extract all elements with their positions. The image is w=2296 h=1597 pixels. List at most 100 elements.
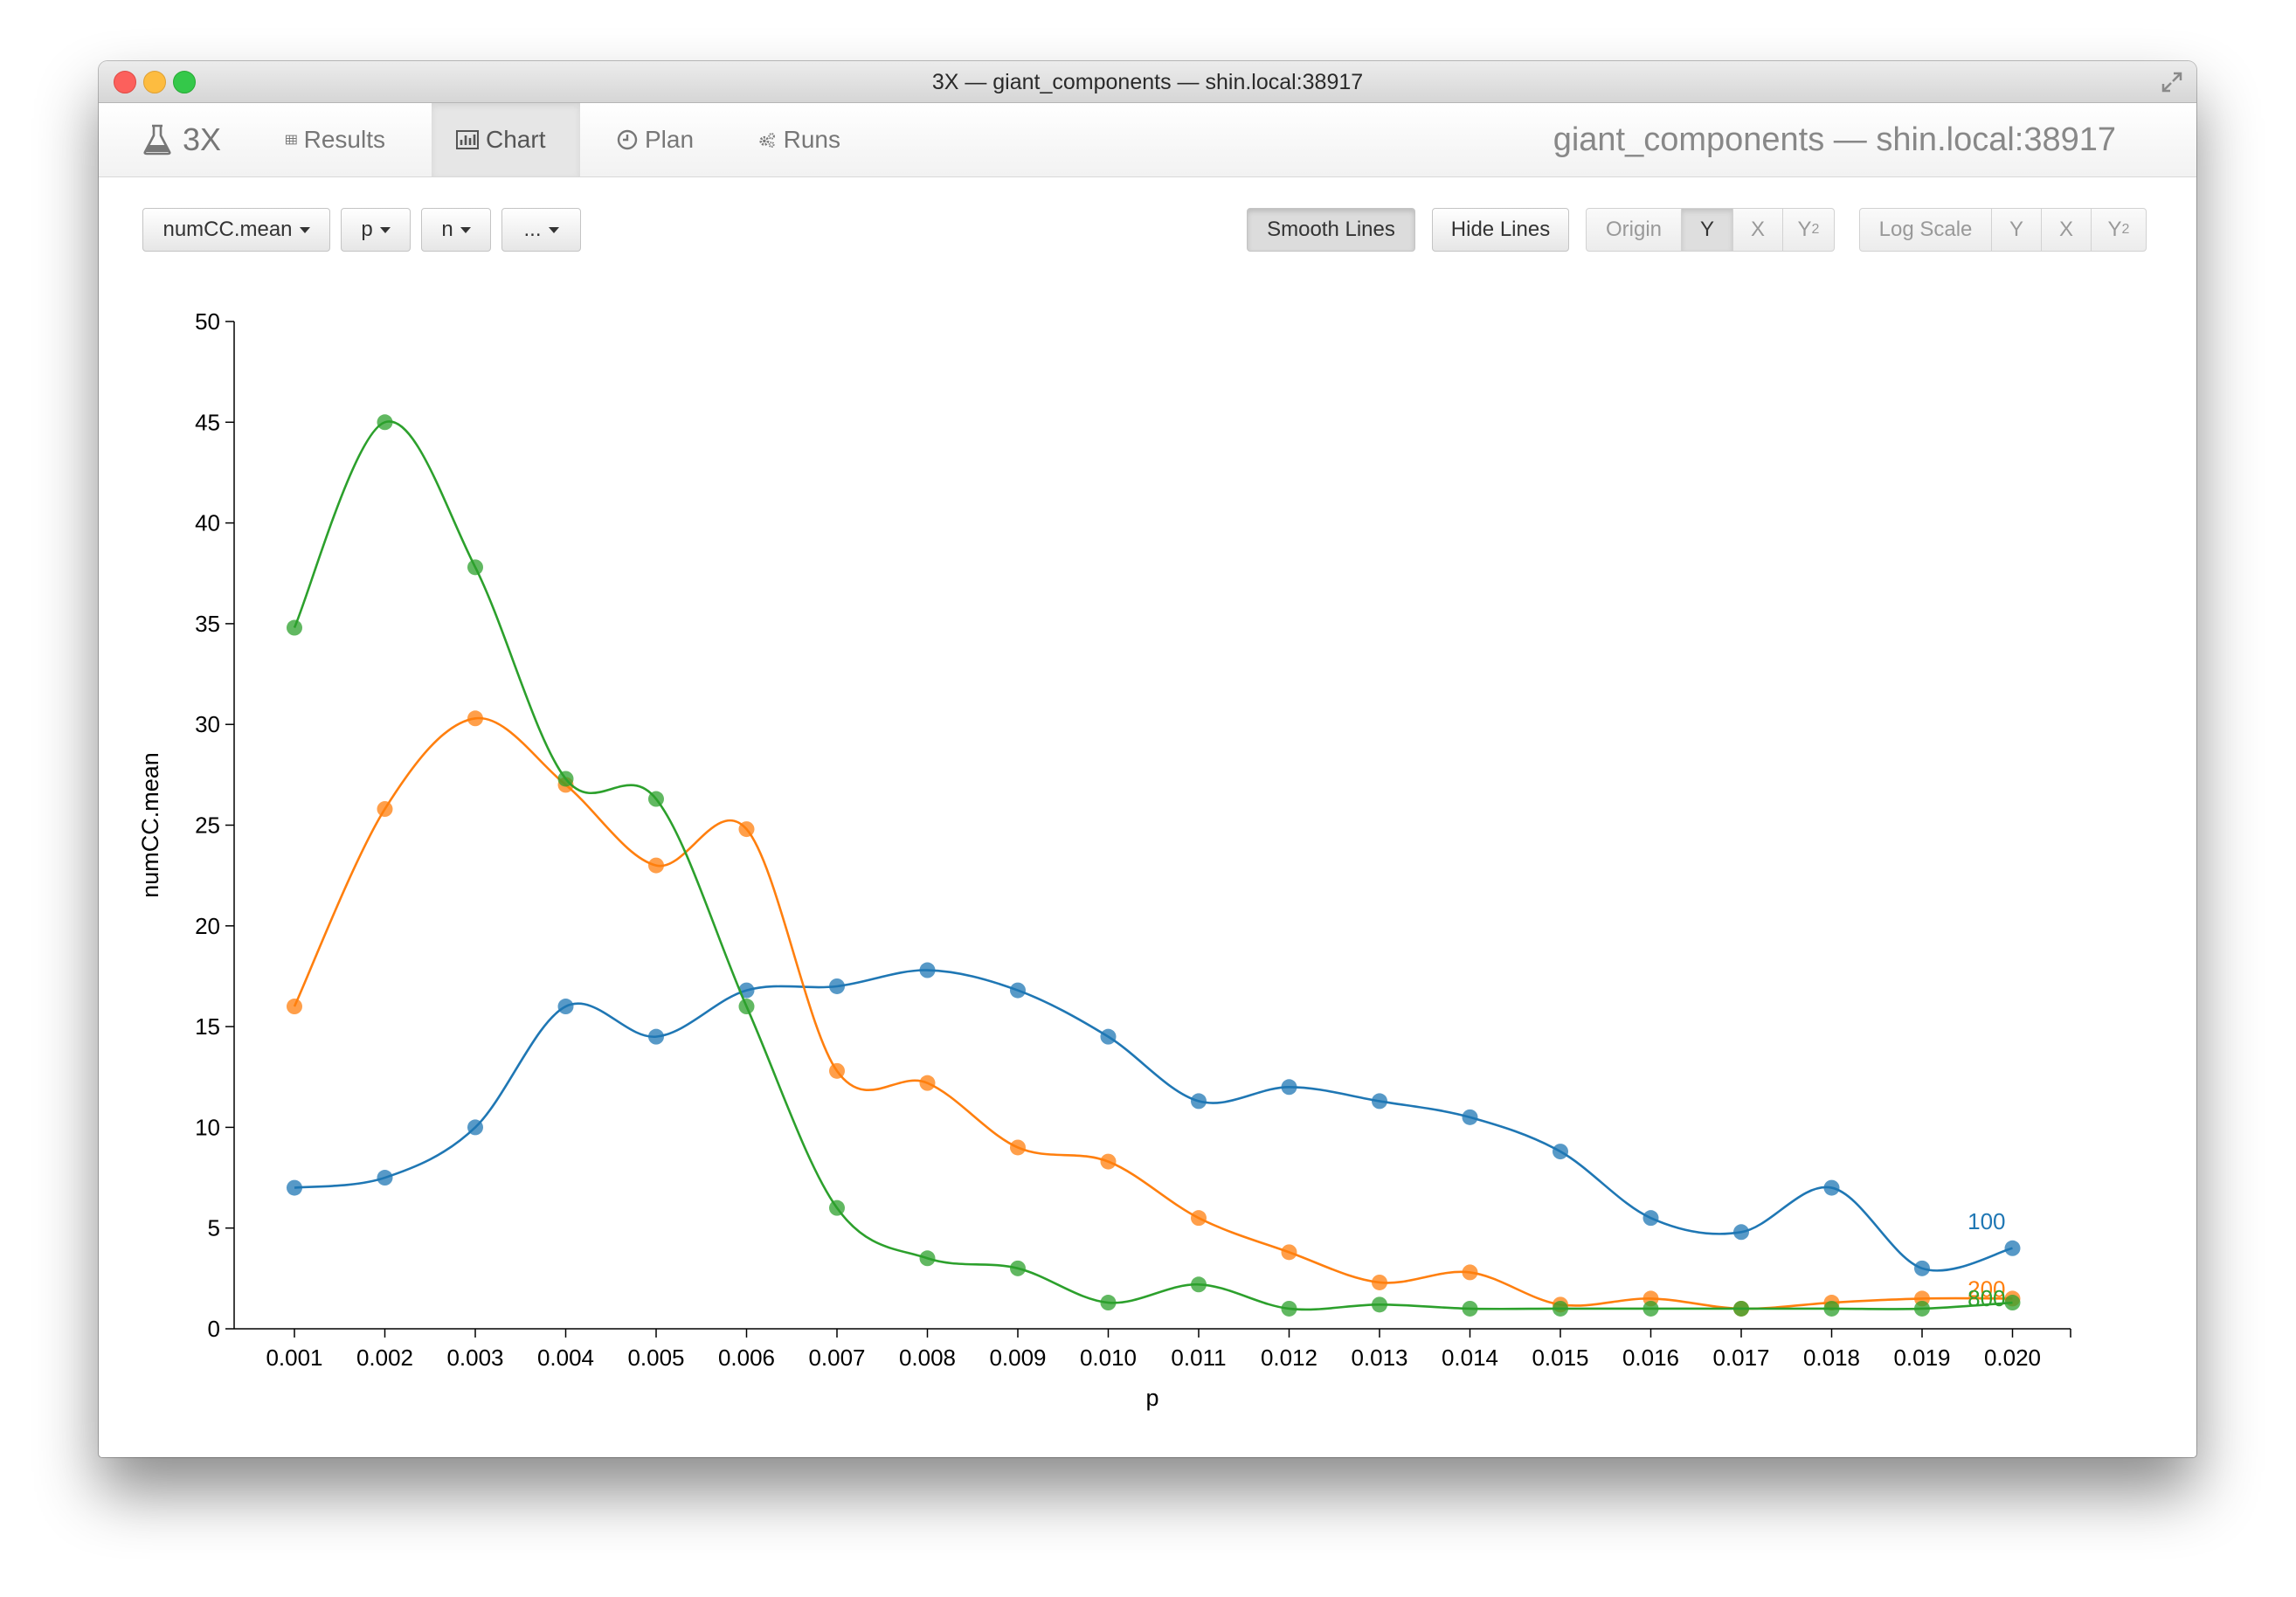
y-tick-label: 20: [195, 913, 220, 939]
y-tick-label: 0: [208, 1316, 220, 1342]
x-tick-label: 0.007: [808, 1345, 865, 1371]
title-bar: 3X — giant_components — shin.local:38917: [99, 61, 2196, 103]
series-line: [293, 420, 2013, 1311]
tab-label: Results: [303, 126, 385, 153]
log-scale-label-button[interactable]: Log Scale: [1859, 208, 1992, 252]
x-tick-label: 0.005: [627, 1345, 684, 1371]
data-point: [738, 982, 755, 999]
y-tick-label: 10: [195, 1114, 220, 1140]
x-tick-label: 0.017: [1712, 1345, 1769, 1371]
axis-label: Y: [1699, 218, 1714, 241]
tab-label: Runs: [783, 126, 840, 153]
series-100: 100: [287, 962, 2021, 1276]
x-tick-label: 0.003: [446, 1345, 503, 1371]
origin-y-button[interactable]: Y: [1681, 208, 1733, 252]
data-point: [829, 978, 845, 994]
origin-label-button[interactable]: Origin: [1586, 208, 1682, 252]
data-point: [1462, 1264, 1478, 1281]
series-variable-dropdown[interactable]: n: [421, 208, 491, 252]
toggle-label: Smooth Lines: [1267, 218, 1395, 241]
y-tick-label: 35: [195, 611, 220, 637]
data-point: [2004, 1240, 2021, 1256]
axis-label: Y: [2009, 218, 2023, 241]
y-tick-label: 40: [195, 510, 220, 536]
x-tick-label: 0.008: [899, 1345, 956, 1371]
data-point: [1372, 1093, 1387, 1110]
dropdown-label: n: [441, 218, 453, 241]
axis-label: Y: [1797, 218, 1812, 241]
data-point: [919, 1075, 936, 1091]
data-point: [1010, 1139, 1026, 1156]
axis-label: X: [1750, 218, 1765, 241]
data-point: [738, 821, 755, 838]
data-point: [1823, 1179, 1840, 1196]
smooth-lines-toggle[interactable]: Smooth Lines: [1247, 208, 1415, 252]
brand[interactable]: 3X: [142, 103, 221, 176]
data-point: [1553, 1144, 1568, 1160]
x-tick-label: 0.019: [1893, 1345, 1950, 1371]
x-tick-label: 0.002: [356, 1345, 413, 1371]
data-point: [467, 710, 483, 727]
series-line: [294, 969, 2013, 1272]
more-variables-dropdown[interactable]: ...: [501, 208, 581, 252]
app-window: 3X — giant_components — shin.local:38917…: [99, 61, 2196, 1457]
data-point: [377, 414, 393, 431]
y-variable-dropdown[interactable]: numCC.mean: [142, 208, 330, 252]
origin-x-button[interactable]: X: [1732, 208, 1783, 252]
fullscreen-icon[interactable]: [2160, 70, 2184, 94]
x-tick-label: 0.013: [1351, 1345, 1407, 1371]
navbar: 3X Results Chart Plan: [99, 103, 2196, 177]
y-tick-label: 25: [195, 812, 220, 839]
data-point: [738, 999, 755, 1015]
tab-label: Chart: [486, 126, 546, 153]
data-point: [1191, 1276, 1207, 1293]
minimize-window-button[interactable]: [143, 71, 166, 93]
x-tick-label: 0.018: [1803, 1345, 1860, 1371]
x-axis-label: p: [1145, 1385, 1158, 1411]
x-tick-label: 0.016: [1622, 1345, 1679, 1371]
caret-down-icon: [299, 226, 310, 233]
zoom-window-button[interactable]: [173, 71, 196, 93]
x-tick-label: 0.020: [1984, 1345, 2041, 1371]
axis-label: X: [2058, 218, 2073, 241]
x-tick-label: 0.004: [537, 1345, 594, 1371]
data-point: [1010, 1260, 1026, 1276]
clock-icon: [617, 129, 638, 150]
data-point: [467, 1119, 483, 1136]
y-tick-label: 45: [195, 409, 220, 435]
dropdown-label: numCC.mean: [163, 218, 293, 241]
data-point: [919, 962, 936, 978]
tab-chart[interactable]: Chart: [432, 103, 580, 176]
tab-results[interactable]: Results: [261, 103, 410, 176]
y-tick-label: 5: [208, 1215, 220, 1241]
axis-subscript: 2: [2121, 222, 2130, 237]
group-label: Origin: [1605, 218, 1663, 241]
tab-plan[interactable]: Plan: [592, 103, 723, 176]
y-tick-label: 50: [195, 308, 220, 335]
data-point: [1642, 1300, 1659, 1317]
data-point: [2004, 1295, 2021, 1311]
close-window-button[interactable]: [114, 71, 136, 93]
data-point: [557, 999, 574, 1015]
data-point: [287, 619, 302, 636]
data-point: [1281, 1244, 1297, 1261]
tab-runs[interactable]: Runs: [734, 103, 865, 176]
data-point: [1100, 1295, 1117, 1311]
x-tick-label: 0.015: [1532, 1345, 1588, 1371]
data-point: [1733, 1224, 1749, 1241]
x-tick-label: 0.001: [266, 1345, 322, 1371]
data-point: [377, 1170, 393, 1186]
data-point: [648, 1028, 664, 1045]
brand-label: 3X: [183, 121, 222, 157]
x-variable-dropdown[interactable]: p: [341, 208, 411, 252]
toggle-label: Hide Lines: [1450, 218, 1551, 241]
data-point: [1100, 1028, 1117, 1045]
hide-lines-toggle[interactable]: Hide Lines: [1432, 208, 1569, 252]
data-point: [1733, 1300, 1749, 1317]
y-tick-label: 30: [195, 711, 220, 737]
axis-subscript: 2: [1811, 222, 1820, 237]
data-point: [919, 1250, 936, 1267]
log-scale-x-button[interactable]: X: [2041, 208, 2092, 252]
